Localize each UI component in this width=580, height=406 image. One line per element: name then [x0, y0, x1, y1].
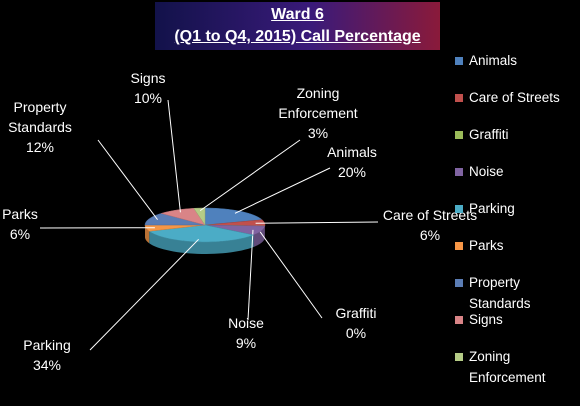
- legend-entry: Parking: [455, 198, 567, 219]
- label-value: 9%: [235, 335, 257, 351]
- leader-line: [167, 99, 181, 213]
- legend-entry: Property Standards: [455, 272, 567, 314]
- label-value: 20%: [337, 164, 367, 180]
- label-value: 0%: [345, 325, 367, 341]
- legend-swatch: [455, 205, 463, 213]
- leader-line: [89, 238, 199, 351]
- pie-slice: [144, 213, 206, 226]
- data-label: Property Standards 12%: [0, 97, 98, 157]
- pie-slice-side: [253, 226, 265, 247]
- legend-swatch: [455, 168, 463, 176]
- label-category: Zoning Enforcement: [278, 85, 358, 121]
- legend-label: Signs: [469, 312, 503, 327]
- legend-entry: Parks: [455, 235, 567, 256]
- legend-label: Zoning Enforcement: [469, 349, 546, 385]
- legend-swatch: [455, 94, 463, 102]
- title-box: Ward 6 (Q1 to Q4, 2015) Call Percentage: [155, 2, 440, 50]
- legend-label: Noise: [469, 164, 504, 179]
- pie-slice-side: [145, 225, 150, 244]
- pie-slice: [204, 224, 266, 236]
- label-category: Animals: [327, 144, 377, 160]
- pie-slice: [148, 224, 255, 243]
- data-label: Zoning Enforcement 3%: [260, 83, 376, 143]
- legend-swatch: [455, 131, 463, 139]
- legend-entry: Care of Streets: [455, 87, 567, 108]
- legend-swatch: [455, 57, 463, 65]
- leader-line: [97, 139, 158, 220]
- chart-subtitle: (Q1 to Q4, 2015) Call Percentage: [174, 28, 421, 45]
- legend-label: Graffiti: [469, 127, 509, 142]
- data-label: Animals 20%: [294, 142, 410, 182]
- data-label: Parks 6%: [0, 204, 78, 244]
- legend-label: Parks: [469, 238, 504, 253]
- legend-entry: Animals: [455, 50, 567, 71]
- chart-title: Ward 6: [271, 6, 324, 23]
- legend-swatch: [455, 279, 463, 287]
- label-value: 10%: [133, 90, 163, 106]
- data-label: Care of Streets 6%: [372, 205, 488, 245]
- leader-line: [247, 229, 254, 321]
- legend-swatch: [455, 316, 463, 324]
- label-category: Graffiti: [335, 305, 377, 321]
- data-label: Noise 9%: [188, 313, 304, 353]
- leader-line: [255, 225, 323, 319]
- leader-line: [255, 221, 379, 224]
- label-value: 6%: [9, 226, 31, 242]
- data-label: Graffiti 0%: [298, 303, 414, 343]
- legend-entry: Graffiti: [455, 124, 567, 145]
- data-label: Parking 34%: [0, 335, 105, 375]
- label-category: Property Standards: [8, 99, 72, 135]
- label-category: Care of Streets: [382, 207, 478, 223]
- legend-swatch: [455, 242, 463, 250]
- label-value: 6%: [419, 227, 441, 243]
- pie-slice: [160, 208, 206, 226]
- data-label: Signs 10%: [90, 68, 206, 108]
- leader-line: [199, 139, 301, 212]
- legend-entry: Signs: [455, 309, 567, 330]
- legend-label: Care of Streets: [469, 90, 560, 105]
- legend-entry: Noise: [455, 161, 567, 182]
- label-value: 12%: [25, 139, 55, 155]
- leader-line: [234, 167, 331, 214]
- legend-label: Property Standards: [469, 275, 531, 311]
- legend-label: Parking: [469, 201, 515, 216]
- pie-slice: [193, 207, 206, 226]
- label-category: Parks: [2, 206, 38, 222]
- label-category: Noise: [228, 315, 264, 331]
- legend-swatch: [455, 353, 463, 361]
- legend-label: Animals: [469, 53, 518, 68]
- label-category: Signs: [130, 70, 166, 86]
- pie-slice-side: [149, 231, 254, 254]
- legend-entry: Zoning Enforcement: [455, 346, 567, 388]
- label-value: 3%: [307, 125, 329, 141]
- label-category: Parking: [23, 337, 71, 353]
- label-value: 34%: [32, 357, 62, 373]
